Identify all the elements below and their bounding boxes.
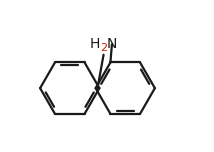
Text: N: N: [107, 37, 117, 51]
Text: H: H: [89, 37, 100, 51]
Text: 2: 2: [101, 43, 108, 53]
